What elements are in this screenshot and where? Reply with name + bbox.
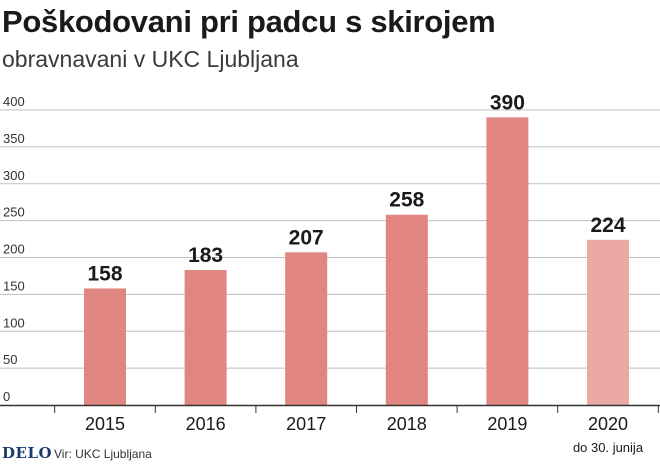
x-tick-label: 2016 xyxy=(186,414,226,434)
bars xyxy=(84,117,629,405)
bar-2015 xyxy=(84,288,126,405)
data-label: 158 xyxy=(87,262,122,285)
y-axis-ticks: 0 50 100 150 200 250 300 350 400 xyxy=(3,94,25,404)
y-tick-label: 50 xyxy=(3,352,17,367)
data-label: 224 xyxy=(590,214,625,237)
y-tick-label: 100 xyxy=(3,315,25,330)
y-tick-label: 0 xyxy=(3,389,10,404)
y-tick-label: 350 xyxy=(3,131,25,146)
chart-subtitle: obravnavani v UKC Ljubljana xyxy=(2,46,299,72)
x-tick-label: 2020 xyxy=(588,414,628,434)
source-note: Vir: UKC Ljubljana xyxy=(54,447,152,461)
data-label: 207 xyxy=(289,226,324,249)
y-tick-label: 250 xyxy=(3,205,25,220)
grid-lines xyxy=(0,109,660,369)
x-tick-note: do 30. junija xyxy=(573,440,644,455)
y-tick-label: 150 xyxy=(3,278,25,293)
y-tick-label: 400 xyxy=(3,94,25,109)
data-label: 258 xyxy=(389,189,424,212)
y-tick-label: 200 xyxy=(3,242,25,257)
chart-title: Poškodovani pri padcu s skirojem xyxy=(2,4,496,39)
bar-2020 xyxy=(587,239,629,405)
bar-2018 xyxy=(385,214,428,405)
x-tick-label: 2015 xyxy=(85,414,125,434)
bar-2019 xyxy=(486,117,529,405)
x-tick-label: 2017 xyxy=(286,414,326,434)
x-axis xyxy=(0,404,660,413)
x-tick-label: 2019 xyxy=(487,414,527,434)
delo-logo: DELO xyxy=(2,444,53,462)
y-tick-label: 300 xyxy=(3,168,25,183)
data-label: 183 xyxy=(188,244,223,267)
x-axis-ticks: 2015 2016 2017 2018 2019 2020 do 30. junija xyxy=(85,414,644,455)
x-tick-label: 2018 xyxy=(387,414,427,434)
bar-2016 xyxy=(184,270,227,405)
bar-2017 xyxy=(285,252,328,405)
data-labels: 158 183 207 258 390 224 xyxy=(87,91,625,285)
data-label: 390 xyxy=(490,91,525,114)
